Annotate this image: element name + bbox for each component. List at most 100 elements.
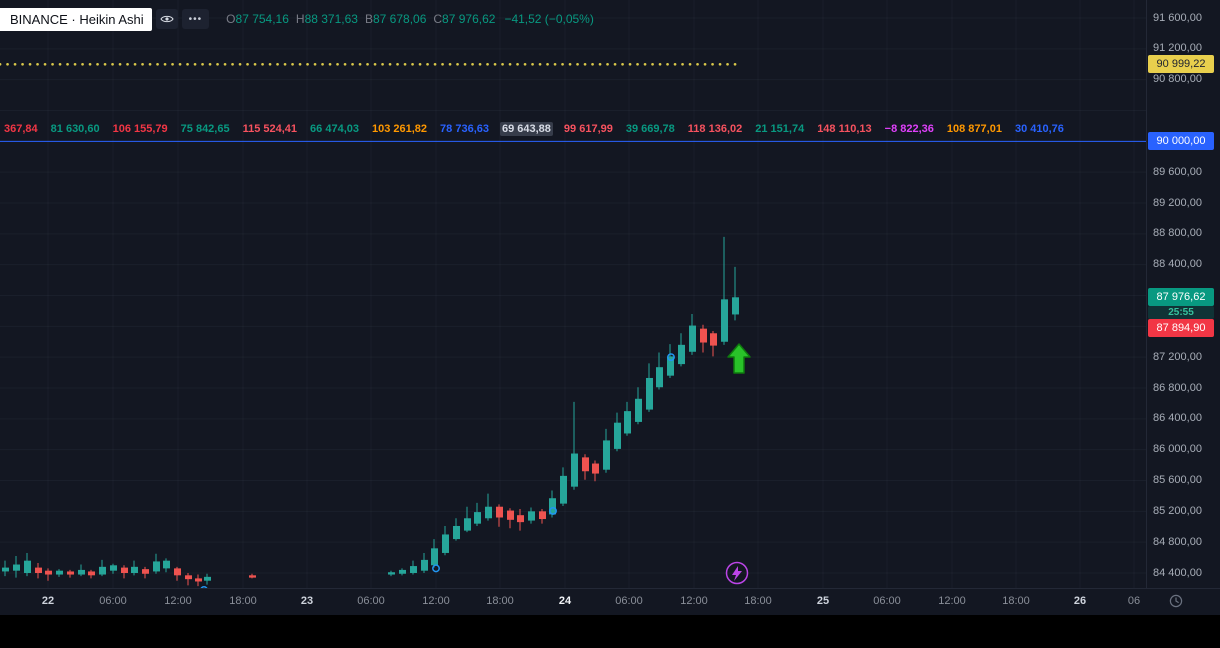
candle-body bbox=[153, 561, 160, 572]
time-tick-label: 06 bbox=[1127, 595, 1141, 607]
candle-body bbox=[410, 566, 417, 573]
price-lines bbox=[0, 63, 1146, 142]
level-price-label[interactable]: 90 000,00 bbox=[1148, 132, 1214, 151]
candle-body bbox=[142, 569, 149, 574]
candle-body bbox=[67, 571, 74, 575]
indicator-values-row: 367,84 81 630,60 106 155,79 75 842,65 115 52… bbox=[2, 122, 1066, 136]
entry-dot-marker bbox=[549, 506, 557, 515]
candle-body bbox=[689, 325, 696, 352]
price-tick-label: 86 800,00 bbox=[1153, 381, 1202, 394]
candle-body bbox=[45, 570, 52, 575]
price-tick-label: 87 200,00 bbox=[1153, 350, 1202, 363]
candle-body bbox=[560, 475, 567, 504]
clock-icon[interactable] bbox=[1168, 593, 1184, 609]
price-tick-label: 89 200,00 bbox=[1153, 196, 1202, 209]
ohlc-value: 87 678,06 bbox=[372, 12, 427, 26]
symbol-description[interactable]: BINANCE · Heikin Ashi bbox=[0, 7, 152, 31]
candle-body bbox=[496, 506, 503, 518]
time-tick-label: 06:00 bbox=[99, 595, 127, 607]
candle-body bbox=[667, 356, 674, 376]
annotations-layer bbox=[200, 343, 751, 588]
price-tick-label: 86 400,00 bbox=[1153, 412, 1202, 425]
candle-body bbox=[431, 548, 438, 566]
candle-body bbox=[13, 564, 20, 571]
grid-lines bbox=[0, 0, 1146, 588]
time-tick-label: 12:00 bbox=[680, 595, 708, 607]
candle-body bbox=[582, 457, 589, 472]
chart-pane[interactable] bbox=[0, 0, 1146, 588]
time-tick-label: 06:00 bbox=[615, 595, 643, 607]
legend: BINANCE · Heikin Ashi ••• O 87 754,16 H 88 … bbox=[0, 7, 594, 31]
candle-body bbox=[614, 422, 621, 449]
candle-body bbox=[635, 398, 642, 422]
price-tick-label: 85 200,00 bbox=[1153, 504, 1202, 517]
candle-body bbox=[131, 566, 138, 573]
candle-body bbox=[710, 333, 717, 346]
candle-body bbox=[549, 498, 556, 515]
candle-body bbox=[603, 440, 610, 470]
entry-dot-marker bbox=[432, 564, 440, 573]
time-tick-label: 12:00 bbox=[938, 595, 966, 607]
legend-more-button[interactable]: ••• bbox=[181, 9, 210, 29]
time-tick-label: 24 bbox=[558, 595, 572, 607]
ohlc-value: 87 976,62 bbox=[442, 12, 496, 26]
bid-price-label[interactable]: 87 894,90 bbox=[1148, 319, 1214, 338]
lightning-badge-circle bbox=[725, 561, 749, 585]
candle-body bbox=[399, 569, 406, 574]
candle-body bbox=[507, 510, 514, 520]
indicator-value: 75 842,65 bbox=[180, 123, 230, 135]
candle-body bbox=[528, 511, 535, 521]
price-tick-label: 84 400,00 bbox=[1153, 566, 1202, 579]
price-tick-label: 91 600,00 bbox=[1153, 11, 1202, 24]
indicator-value: 118 136,02 bbox=[687, 123, 743, 135]
time-tick-label: 18:00 bbox=[1002, 595, 1030, 607]
ohlc-value: 87 754,16 bbox=[235, 12, 289, 26]
price-tick-label: 86 000,00 bbox=[1153, 443, 1202, 456]
candle-body bbox=[678, 344, 685, 365]
candle-body bbox=[539, 511, 546, 520]
chart-container: BINANCE · Heikin Ashi ••• O 87 754,16 H 88 … bbox=[0, 0, 1220, 615]
candle-body bbox=[442, 534, 449, 553]
entry-dot-marker bbox=[200, 586, 208, 588]
price-tick-label: 84 800,00 bbox=[1153, 535, 1202, 548]
indicator-value: 367,84 bbox=[4, 123, 38, 135]
price-change: −41,52 (−0,05%) bbox=[504, 12, 594, 26]
symbol-title: BINANCE · Heikin Ashi bbox=[10, 11, 144, 27]
candle-body bbox=[517, 515, 524, 523]
candle-body bbox=[388, 572, 395, 575]
indicator-value: 115 524,41 bbox=[242, 123, 298, 135]
candle-body bbox=[474, 512, 481, 524]
candle-body bbox=[24, 560, 31, 573]
price-tick-label: 91 200,00 bbox=[1153, 42, 1202, 55]
time-tick-label: 23 bbox=[300, 595, 314, 607]
indicator-value: 78 736,63 bbox=[440, 123, 489, 135]
candle-body bbox=[174, 568, 181, 576]
up-arrow-marker bbox=[727, 343, 751, 374]
indicator-value: 69 643,88 bbox=[499, 122, 553, 136]
price-axis[interactable]: 90 999,22 90 000,00 87 976,62 25:55 87 8… bbox=[1146, 0, 1220, 588]
indicator-value: 108 877,01 bbox=[946, 123, 1002, 135]
legend-eye-button[interactable] bbox=[155, 9, 178, 29]
candle-body bbox=[195, 578, 202, 582]
time-axis[interactable]: 22 06:00 12:00 18:00 23 06:00 12:00 18:00 24 06:0… bbox=[0, 588, 1220, 615]
ohlc-values: O 87 754,16 H 88 371,63 B 87 678,06 C 87 976,62… bbox=[219, 12, 594, 26]
candle-body bbox=[88, 571, 95, 576]
time-tick-label: 06:00 bbox=[873, 595, 901, 607]
candle-body bbox=[700, 328, 707, 343]
indicator-value: 21 151,74 bbox=[755, 123, 805, 135]
ohlc-letter: B bbox=[364, 12, 373, 26]
candle-body bbox=[99, 566, 106, 575]
bar-countdown-label: 25:55 bbox=[1148, 306, 1214, 320]
candle-body bbox=[656, 367, 663, 388]
time-tick-label: 06:00 bbox=[357, 595, 385, 607]
candle-body bbox=[421, 559, 428, 571]
price-tick-label: 85 600,00 bbox=[1153, 474, 1202, 486]
alert-price-label[interactable]: 90 999,22 bbox=[1148, 55, 1214, 74]
candle-body bbox=[485, 506, 492, 519]
last-price-label[interactable]: 87 976,62 bbox=[1148, 288, 1214, 307]
price-tick-label: 88 400,00 bbox=[1153, 258, 1202, 271]
ohlc-value: 88 371,63 bbox=[304, 12, 358, 26]
candle-body bbox=[646, 377, 653, 410]
indicator-value: 39 669,78 bbox=[625, 123, 675, 135]
